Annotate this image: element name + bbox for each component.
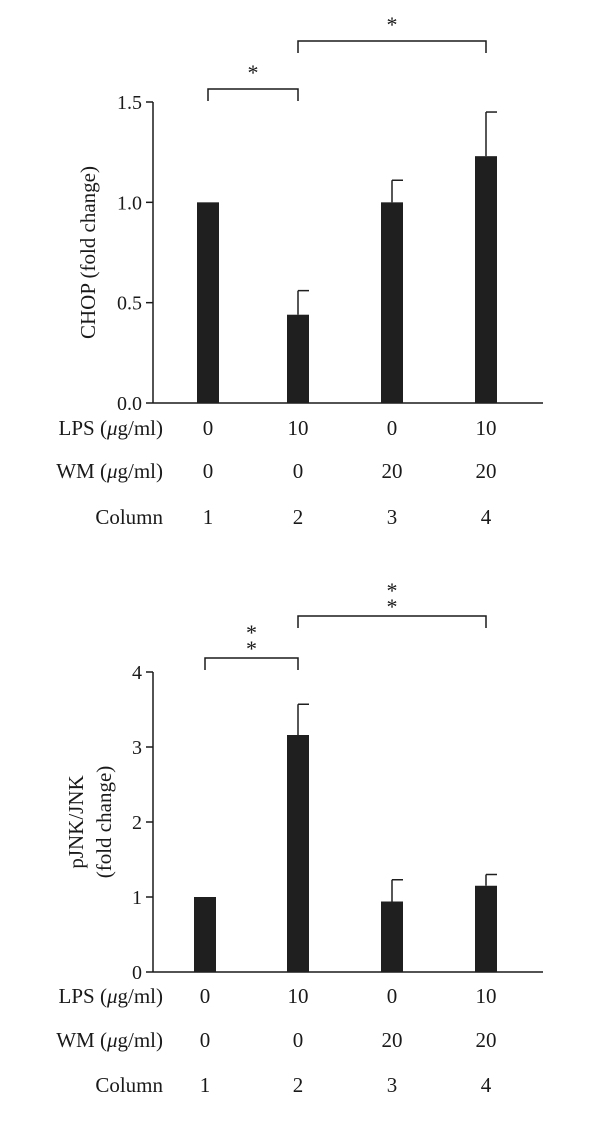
row-value: 0 [203,459,214,483]
y-tick-label: 1 [132,887,142,909]
row-value: 20 [476,1028,497,1052]
y-tick-label: 2 [132,812,142,834]
y-axis-title: CHOP (fold change) [76,166,100,339]
row-value: 2 [293,1073,304,1097]
row-value: 4 [481,505,492,529]
row-value: 4 [481,1073,492,1097]
significance-label: * * [387,578,398,619]
row-label: LPS (μg/ml) [59,984,163,1008]
bar [381,901,403,972]
y-tick-label: 1.5 [117,92,142,114]
bar [287,735,309,972]
significance-bracket [204,657,299,670]
y-tick-label: 0 [132,962,142,984]
significance-label: * * [246,620,257,661]
row-value: 0 [200,1028,211,1052]
row-value: 10 [476,416,497,440]
bar [197,202,219,403]
row-value: 1 [200,1073,211,1097]
row-value: 20 [382,1028,403,1052]
bar [287,314,309,403]
row-value: 10 [288,416,309,440]
y-tick-label: 0.0 [117,393,142,415]
row-label: Column [95,1073,163,1097]
row-value: 3 [387,1073,398,1097]
row-value: 0 [200,984,211,1008]
row-value: 0 [203,416,214,440]
y-tick-label: 0.5 [117,293,142,315]
row-value: 0 [293,459,304,483]
chop-panel: 0.0 0.5 1.0 1.5 CHOP (fold change) * * LPS (μg/… [56,12,543,529]
row-label: Column [95,505,163,529]
bar [475,156,497,403]
row-label: LPS (μg/ml) [59,416,163,440]
row-label: WM (μg/ml) [56,1028,163,1052]
bar [194,897,216,972]
row-value: 20 [476,459,497,483]
row-value: 0 [387,984,398,1008]
y-axis-title-line: (fold change) [92,766,116,879]
row-label: WM (μg/ml) [56,459,163,483]
significance-label: * [387,12,398,37]
row-value: 1 [203,505,214,529]
y-tick-label: 1.0 [117,192,142,214]
y-tick-label: 4 [132,662,142,684]
significance-label: * [248,60,259,85]
bar [475,885,497,972]
row-value: 3 [387,505,398,529]
significance-bracket [207,88,299,101]
row-value: 0 [293,1028,304,1052]
significance-bracket [297,40,487,53]
bar [381,202,403,403]
row-value: 10 [476,984,497,1008]
row-value: 2 [293,505,304,529]
pjnk-panel: 0 1 2 3 4 pJNK/JNK (fold change) * * * * LPS (μg/ml… [56,578,543,1097]
significance-bracket [297,615,487,628]
y-axis-title-line: pJNK/JNK [64,775,88,868]
row-value: 20 [382,459,403,483]
y-tick-label: 3 [132,737,142,759]
row-value: 10 [288,984,309,1008]
row-value: 0 [387,416,398,440]
